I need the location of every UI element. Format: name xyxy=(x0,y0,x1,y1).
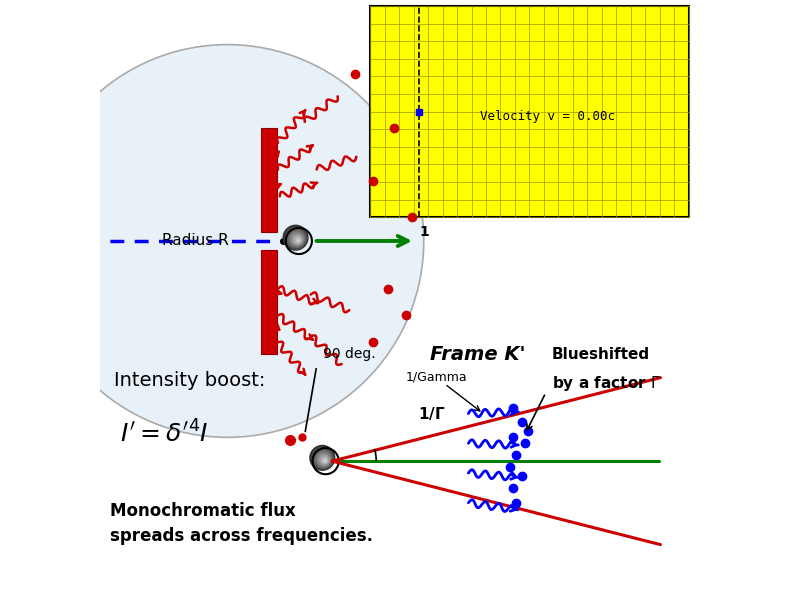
Text: Blueshifted: Blueshifted xyxy=(552,346,649,362)
Text: Radius R: Radius R xyxy=(162,233,229,249)
Circle shape xyxy=(324,459,326,462)
Bar xyxy=(370,6,688,217)
Circle shape xyxy=(286,228,306,249)
Text: 90 deg.: 90 deg. xyxy=(322,347,376,361)
Circle shape xyxy=(316,452,331,467)
Circle shape xyxy=(292,234,303,245)
Circle shape xyxy=(319,455,330,465)
Text: Velocity v = 0.00c: Velocity v = 0.00c xyxy=(480,109,615,123)
Circle shape xyxy=(294,236,302,244)
Bar xyxy=(261,250,277,354)
Bar xyxy=(261,128,277,232)
Text: 1/Gamma: 1/Gamma xyxy=(406,371,468,384)
Circle shape xyxy=(311,446,334,470)
Circle shape xyxy=(291,233,303,246)
Circle shape xyxy=(283,225,309,251)
Circle shape xyxy=(287,230,306,248)
Circle shape xyxy=(321,456,329,464)
Text: 1: 1 xyxy=(419,226,430,239)
Text: Monochromatic flux
spreads across frequencies.: Monochromatic flux spreads across freque… xyxy=(110,502,373,545)
Circle shape xyxy=(322,458,327,463)
Text: by a factor $\Gamma$: by a factor $\Gamma$ xyxy=(552,374,661,393)
Text: $I' = \delta'^4 I$: $I' = \delta'^4 I$ xyxy=(121,421,209,448)
Circle shape xyxy=(314,450,333,468)
Circle shape xyxy=(297,240,299,242)
Circle shape xyxy=(295,238,301,243)
Circle shape xyxy=(313,448,333,469)
Text: $\mathbf{1/\Gamma}$: $\mathbf{1/\Gamma}$ xyxy=(418,405,445,422)
Text: Frame K': Frame K' xyxy=(430,345,525,364)
Circle shape xyxy=(284,226,307,250)
Circle shape xyxy=(309,445,335,471)
Circle shape xyxy=(289,231,305,247)
Circle shape xyxy=(31,45,424,437)
Circle shape xyxy=(318,453,330,466)
Text: Intensity boost:: Intensity boost: xyxy=(114,371,266,390)
